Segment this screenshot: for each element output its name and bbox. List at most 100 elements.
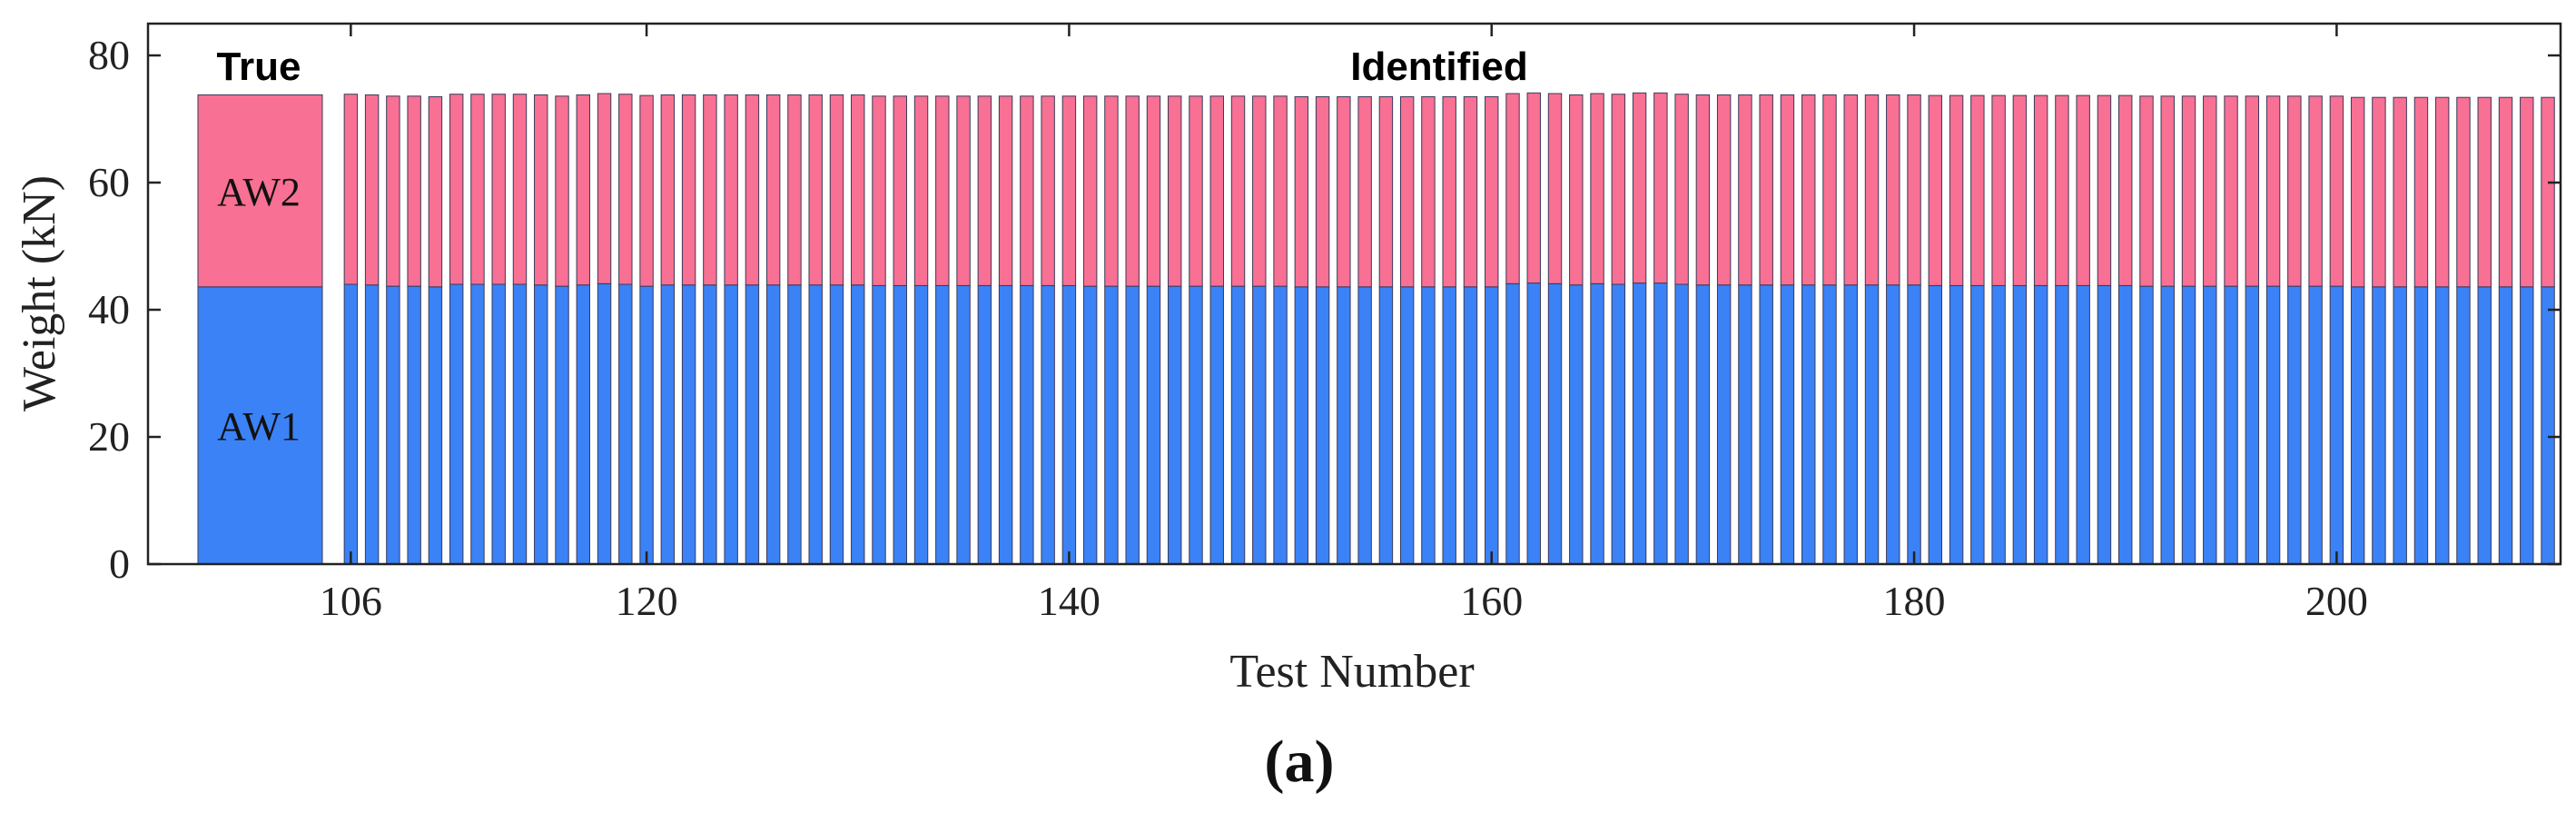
- bar-aw1: [2456, 286, 2471, 565]
- bar-aw2: [1357, 96, 1372, 288]
- bar-aw2: [2477, 96, 2492, 288]
- bar-aw1: [1168, 285, 1182, 565]
- bar-aw1: [2181, 285, 2196, 565]
- bar-aw1: [1485, 286, 1499, 565]
- bar-aw1: [1020, 284, 1034, 565]
- x-tick-label: 106: [320, 578, 382, 624]
- bar-aw2: [1738, 94, 1752, 286]
- bar-aw1: [1569, 284, 1584, 565]
- bar-aw2: [1759, 94, 1773, 286]
- bar-aw2: [2393, 96, 2407, 288]
- bar-aw1: [1399, 286, 1415, 565]
- bar-aw1: [2287, 285, 2302, 565]
- bar-aw1: [1738, 284, 1752, 565]
- bar-aw2: [829, 94, 844, 286]
- bar-aw2: [1569, 94, 1584, 286]
- bar-aw2: [2287, 95, 2302, 287]
- bar-aw2: [2372, 96, 2386, 288]
- bar-aw2: [660, 94, 676, 286]
- bar-aw1: [1526, 283, 1541, 565]
- bar-aw2: [2055, 94, 2069, 286]
- bar-aw1: [1505, 283, 1520, 565]
- bar-aw1: [977, 284, 992, 565]
- bar-aw2: [1252, 95, 1267, 287]
- bar-aw1: [893, 284, 907, 565]
- bar-aw1: [1907, 284, 1921, 565]
- bar-aw1: [1209, 285, 1224, 565]
- bar-aw1: [660, 284, 676, 565]
- bar-aw1: [1082, 285, 1098, 565]
- y-tick-label: 60: [88, 159, 130, 205]
- bar-aw2: [386, 95, 400, 287]
- bar-aw1: [1273, 285, 1288, 565]
- bar-aw2: [703, 94, 717, 286]
- bar-aw2: [2097, 94, 2112, 286]
- bar-aw1: [913, 284, 929, 565]
- bar-aw1: [534, 284, 548, 565]
- x-tick-label: 140: [1038, 578, 1100, 624]
- bar-aw1: [829, 284, 844, 565]
- bar-aw2: [1378, 96, 1394, 288]
- figure-caption: (a): [1265, 729, 1335, 795]
- bar-aw1: [1041, 284, 1055, 565]
- bar-aw2: [1125, 95, 1140, 287]
- bar-aw1: [2118, 284, 2133, 565]
- bar-aw1: [1611, 283, 1626, 565]
- bar-aw2: [449, 94, 464, 285]
- bar-aw2: [1632, 92, 1647, 284]
- bar-aw1: [1695, 284, 1711, 565]
- bar-aw1: [1590, 283, 1604, 565]
- bar-aw2: [1061, 95, 1077, 286]
- bar-aw2: [2033, 94, 2048, 286]
- y-tick-label: 80: [88, 32, 130, 78]
- bar-aw2: [639, 94, 654, 287]
- bar-aw2: [1907, 94, 1921, 286]
- bar-aw2: [2456, 96, 2471, 288]
- bar-aw1: [576, 284, 590, 565]
- bar-aw2: [765, 94, 781, 286]
- bar-aw1: [1928, 284, 1943, 565]
- bar-aw1: [1294, 286, 1309, 565]
- bar-aw1: [449, 283, 464, 565]
- bar-aw1: [1378, 286, 1394, 565]
- bar-aw1: [851, 284, 865, 565]
- bar-aw1: [681, 284, 696, 565]
- bar-aw1: [1716, 284, 1732, 565]
- axes-frame: [146, 22, 2562, 566]
- bar-aw1: [1125, 285, 1140, 565]
- bar-aw2: [745, 94, 760, 286]
- bar-aw2: [1674, 94, 1689, 285]
- bar-aw2: [1949, 94, 1964, 286]
- bar-aw1: [998, 284, 1013, 565]
- bar-aw2: [2203, 95, 2217, 287]
- bar-aw1: [808, 284, 823, 565]
- bar-aw1: [765, 284, 781, 565]
- bar-aw2: [534, 94, 548, 286]
- bar-aw2: [1337, 96, 1351, 288]
- bar-aw1: [1061, 284, 1077, 565]
- bar-aw2: [1695, 94, 1711, 286]
- bar-aw2: [1801, 94, 1816, 286]
- bar-aw2: [1209, 95, 1224, 287]
- bar-aw1: [1632, 283, 1647, 565]
- bar-aw1: [1949, 284, 1964, 565]
- bar-aw1: [2203, 285, 2217, 565]
- series-label-aw2: AW2: [217, 170, 301, 214]
- bar-aw1: [1886, 284, 1900, 565]
- bar-aw2: [2245, 95, 2260, 287]
- bar-aw1: [470, 283, 485, 565]
- y-tick-label: 0: [109, 540, 130, 587]
- bar-aw1: [618, 283, 633, 565]
- plot-background: [148, 24, 2561, 564]
- bar-aw2: [724, 94, 738, 286]
- bar-aw1: [956, 284, 971, 565]
- bar-aw1: [2372, 286, 2386, 565]
- bar-aw2: [893, 95, 907, 286]
- bar-aw2: [2012, 94, 2028, 286]
- bar-aw2: [343, 94, 359, 285]
- bar-aw2: [512, 94, 528, 285]
- bar-aw1: [1547, 283, 1563, 565]
- bar-aw1: [1421, 286, 1436, 565]
- bar-aw1: [2097, 284, 2112, 565]
- bar-aw2: [1294, 96, 1309, 288]
